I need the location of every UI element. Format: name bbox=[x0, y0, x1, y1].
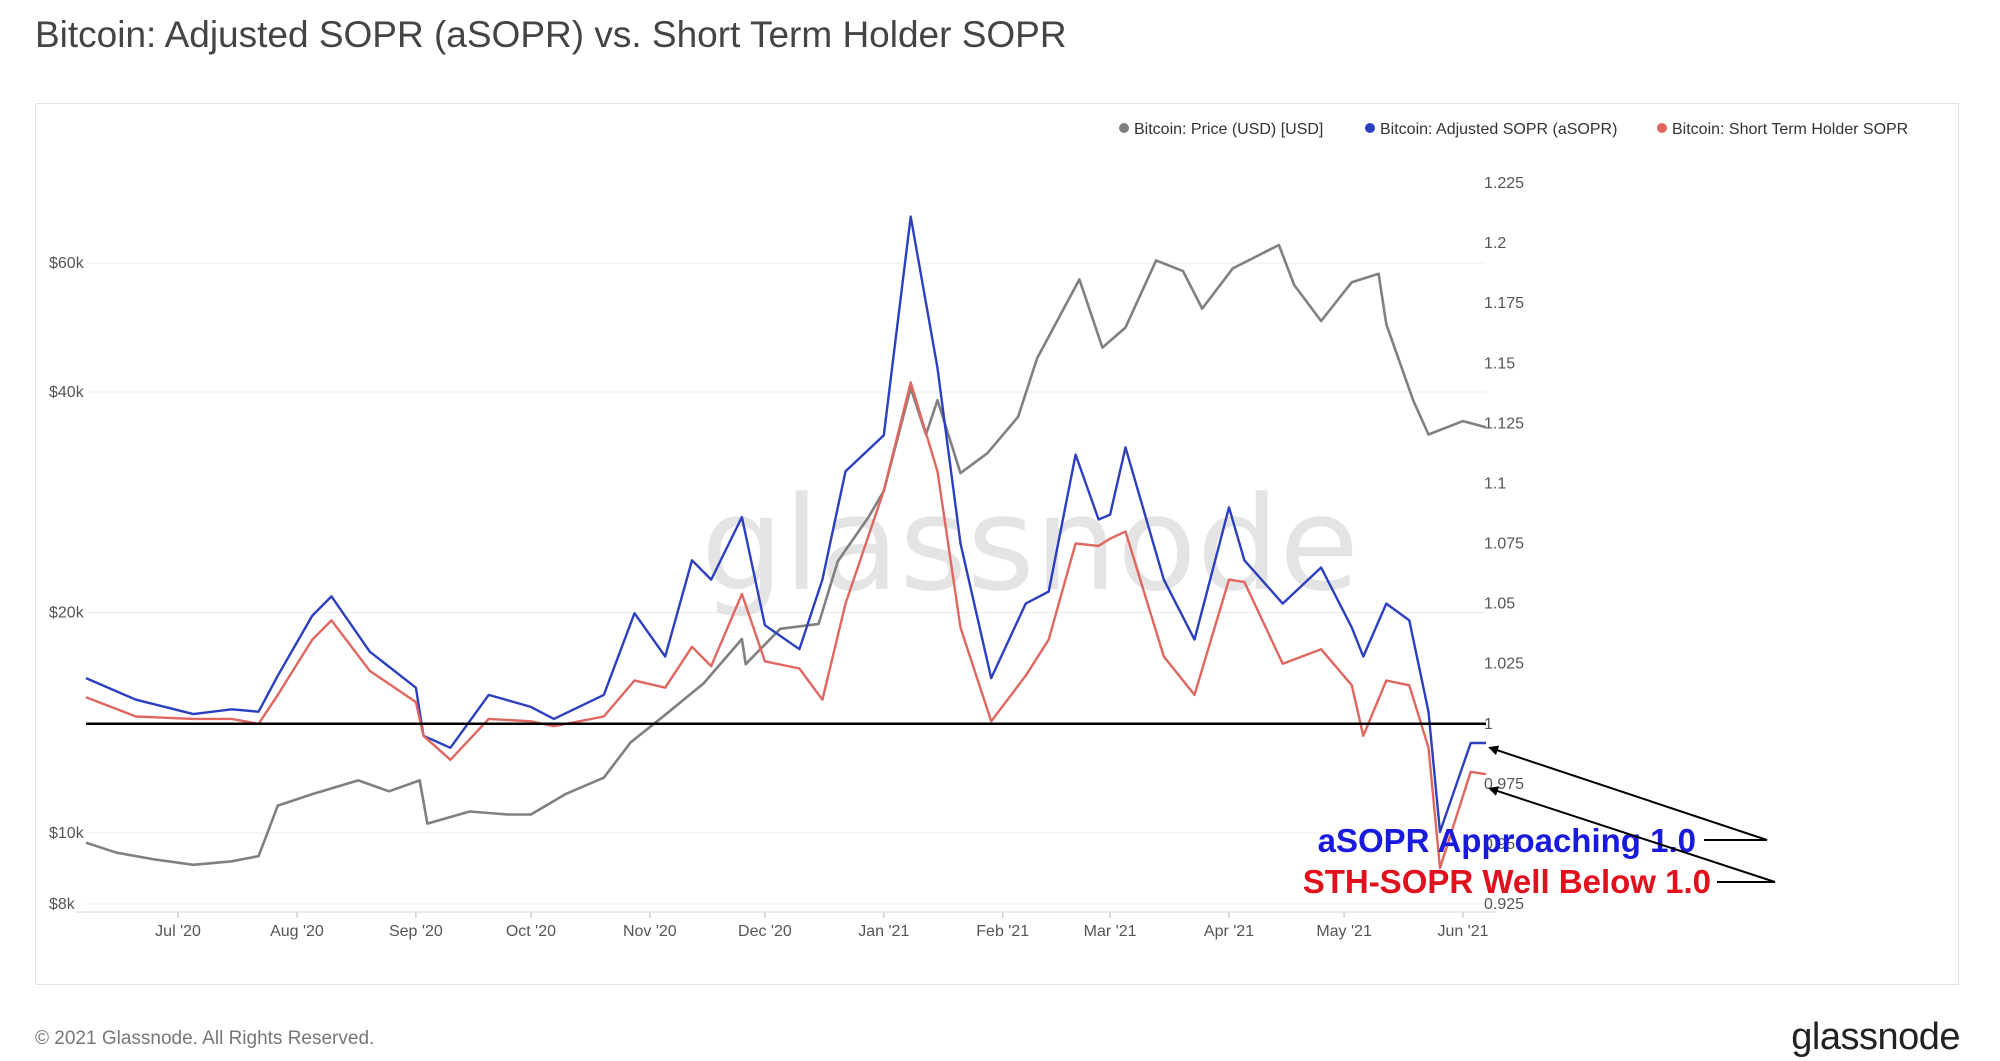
annotation-arrow bbox=[1488, 745, 1768, 841]
x-tick-label: Jul '20 bbox=[155, 923, 201, 940]
x-tick-label: Nov '20 bbox=[623, 923, 677, 940]
chart-title: Bitcoin: Adjusted SOPR (aSOPR) vs. Short… bbox=[35, 14, 1067, 55]
annotations: aSOPR Approaching 1.0 STH-SOPR Well Below… bbox=[1303, 745, 1776, 900]
y-right-tick-label: 1.1 bbox=[1484, 475, 1506, 492]
axis-labels: $8k $10k $20k $40k $60k 1.225 1.2 1.175 1.15 1.12… bbox=[49, 175, 1524, 940]
y-right-tick-label: 1 bbox=[1484, 716, 1493, 733]
annotation-arrow bbox=[1488, 786, 1776, 883]
chart-frame: glassnode $8k $10k $20k $40k $60k 1.225 1.2 1.1… bbox=[35, 103, 1959, 985]
y-left-tick-label: $40k bbox=[49, 384, 85, 401]
y-left-tick-label: $60k bbox=[49, 255, 85, 272]
y-right-tick-label: 1.025 bbox=[1484, 656, 1524, 673]
y-right-tick-label: 1.2 bbox=[1484, 235, 1506, 252]
watermark-text: glassnode bbox=[701, 468, 1359, 620]
legend: Bitcoin: Price (USD) [USD] Bitcoin: Adjus… bbox=[1119, 121, 1908, 138]
x-tick-label: Apr '21 bbox=[1204, 923, 1254, 940]
legend-swatch bbox=[1365, 123, 1375, 133]
footer-copyright: © 2021 Glassnode. All Rights Reserved. bbox=[35, 1028, 375, 1049]
series-line-price bbox=[85, 243, 1487, 867]
series-line-sth-sopr bbox=[85, 381, 1487, 870]
x-tick-label: Dec '20 bbox=[738, 923, 792, 940]
y-right-tick-label: 0.925 bbox=[1484, 896, 1524, 913]
glassnode-logo[interactable]: glassnode bbox=[1791, 1016, 1960, 1058]
legend-swatch bbox=[1657, 123, 1667, 133]
y-right-tick-label: 1.225 bbox=[1484, 175, 1524, 192]
annotation-label: aSOPR Approaching 1.0 bbox=[1318, 822, 1696, 859]
y-right-tick-label: 0.975 bbox=[1484, 776, 1524, 793]
y-right-tick-label: 1.175 bbox=[1484, 295, 1524, 312]
grid-lines bbox=[86, 262, 1486, 905]
series-lines bbox=[85, 215, 1487, 870]
y-left-tick-label: $8k bbox=[49, 896, 76, 913]
legend-item-label[interactable]: Bitcoin: Adjusted SOPR (aSOPR) bbox=[1380, 121, 1617, 138]
x-tick-label: Jan '21 bbox=[858, 923, 909, 940]
legend-swatch bbox=[1119, 123, 1129, 133]
y-right-tick-label: 1.05 bbox=[1484, 596, 1515, 613]
x-tick-label: Oct '20 bbox=[506, 923, 556, 940]
y-right-tick-label: 0.95 bbox=[1484, 836, 1515, 853]
series-line-asopr bbox=[85, 215, 1486, 834]
x-tick-label: Sep '20 bbox=[389, 923, 443, 940]
y-right-tick-label: 1.075 bbox=[1484, 536, 1524, 553]
x-tick-label: Mar '21 bbox=[1084, 923, 1137, 940]
y-right-tick-label: 1.125 bbox=[1484, 415, 1524, 432]
y-left-tick-label: $20k bbox=[49, 605, 85, 622]
legend-item-label[interactable]: Bitcoin: Short Term Holder SOPR bbox=[1672, 121, 1908, 138]
y-right-tick-label: 1.15 bbox=[1484, 355, 1515, 372]
x-tick-label: May '21 bbox=[1316, 923, 1372, 940]
y-left-tick-label: $10k bbox=[49, 825, 85, 842]
x-tick-label: Aug '20 bbox=[270, 923, 324, 940]
x-tick-label: Jun '21 bbox=[1437, 923, 1488, 940]
x-tick-label: Feb '21 bbox=[976, 923, 1029, 940]
annotation-label: STH-SOPR Well Below 1.0 bbox=[1303, 863, 1711, 900]
legend-item-label[interactable]: Bitcoin: Price (USD) [USD] bbox=[1134, 121, 1323, 138]
chart-plot: glassnode $8k $10k $20k $40k $60k 1.225 1.2 1.1… bbox=[49, 121, 1908, 940]
